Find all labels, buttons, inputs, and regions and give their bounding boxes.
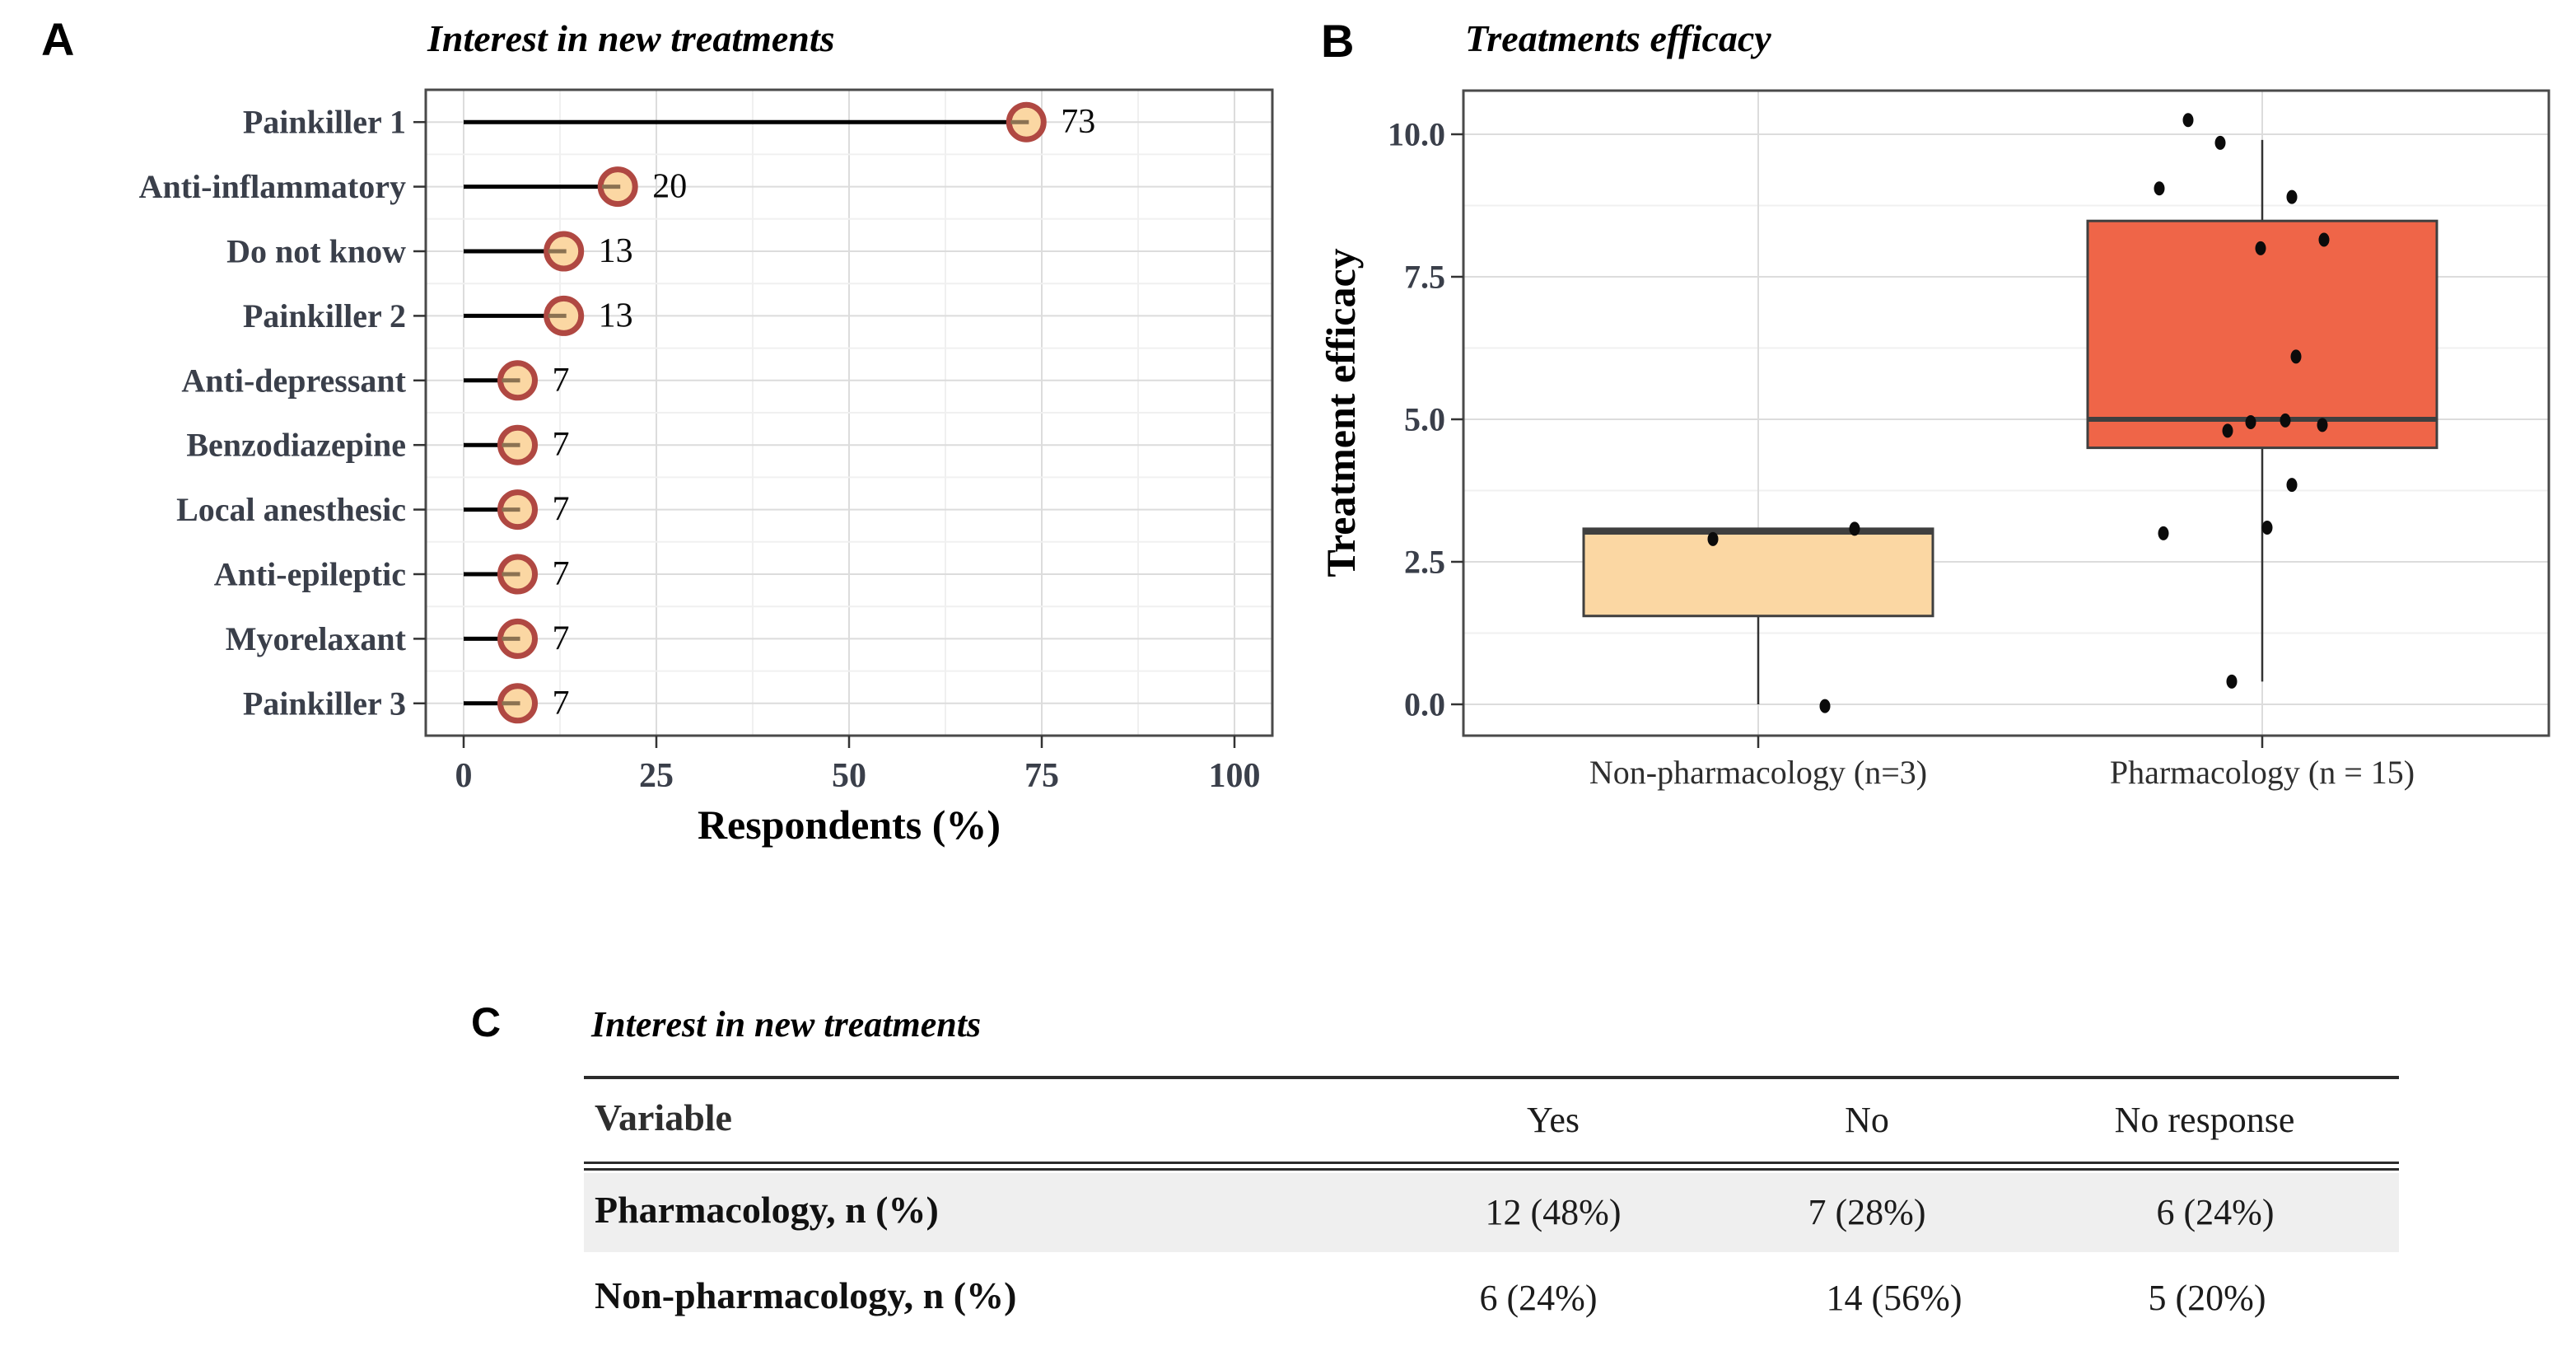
x-tick-label: 100 — [1209, 757, 1261, 795]
table-cell: 7 (28%) — [1808, 1192, 1926, 1232]
lollipop-value-label: 7 — [553, 685, 570, 722]
panel-c-title: Interest in new treatments — [591, 1004, 982, 1045]
x-category-label: Non-pharmacology (n=3) — [1589, 754, 1927, 791]
x-tick-label: 0 — [455, 757, 473, 795]
table-header-variable: Variable — [595, 1096, 732, 1138]
y-tick-label: Painkiller 3 — [243, 685, 406, 722]
table-header-rule-lower — [584, 1168, 2399, 1171]
table-cell: 14 (56%) — [1826, 1278, 1962, 1318]
jitter-point — [2245, 414, 2256, 429]
box-pharmacology — [2086, 219, 2438, 450]
jitter-point — [2280, 413, 2291, 428]
y-tick-label: Myorelaxant — [226, 620, 407, 657]
lollipop-value-label: 13 — [599, 297, 633, 334]
table-header-no: No — [1845, 1100, 1889, 1140]
table-row-label: Non-pharmacology, n (%) — [595, 1274, 1017, 1316]
y-tick-label: 7.5 — [1404, 259, 1445, 296]
y-tick-label: Anti-depressant — [181, 362, 406, 399]
panel-b-border — [1462, 89, 2550, 737]
table-top-rule — [584, 1076, 2399, 1079]
jitter-point — [2318, 232, 2330, 247]
jitter-point — [2255, 241, 2266, 255]
panel-b-title: Treatments efficacy — [1465, 17, 1771, 59]
table-cell: 5 (20%) — [2148, 1278, 2266, 1318]
box-non-pharmacology — [1582, 527, 1934, 618]
y-tick-label: 2.5 — [1404, 544, 1445, 581]
table-header-yes: Yes — [1526, 1100, 1580, 1140]
y-tick-label: Benzodiazepine — [186, 427, 406, 464]
panel-a-letter: A — [41, 13, 75, 65]
lollipop-value-label: 7 — [553, 619, 570, 657]
y-tick-label: Anti-epileptic — [214, 556, 406, 593]
table-cell: 12 (48%) — [1485, 1192, 1622, 1232]
jitter-point — [2182, 113, 2194, 128]
lollipop-value-label: 7 — [553, 555, 570, 593]
table-header-no-response: No response — [2114, 1100, 2295, 1140]
jitter-point — [1707, 531, 1719, 546]
lollipop-value-label: 7 — [553, 491, 570, 529]
jitter-point — [2154, 181, 2165, 196]
table-row-shade — [584, 1173, 2399, 1252]
y-tick-label: Painkiller 2 — [243, 297, 406, 334]
lollipop-value-label: 73 — [1061, 103, 1095, 141]
jitter-point — [2317, 418, 2328, 432]
jitter-point — [2286, 189, 2298, 204]
panel-b-letter: B — [1321, 15, 1355, 67]
x-tick-label: 75 — [1024, 757, 1059, 795]
table-cell: 6 (24%) — [2156, 1192, 2275, 1232]
panel-b-y-axis-title: Treatment efficacy — [1318, 248, 1364, 577]
panel-c-letter: C — [471, 999, 502, 1045]
jitter-point — [2290, 349, 2302, 364]
table-row-label: Pharmacology, n (%) — [595, 1189, 939, 1231]
lollipop-value-label: 7 — [553, 362, 570, 400]
jitter-point — [2261, 520, 2273, 535]
panel-a-x-axis-title: Respondents (%) — [697, 802, 1001, 848]
lollipop-value-label: 20 — [652, 168, 687, 206]
y-tick-label: Do not know — [226, 233, 406, 270]
jitter-point — [2214, 135, 2226, 150]
y-tick-label: Anti-inflammatory — [139, 168, 406, 205]
panel-a-title: Interest in new treatments — [427, 17, 835, 59]
y-tick-label: Local anesthesic — [176, 491, 406, 528]
jitter-point — [2222, 423, 2233, 438]
table-header-rule-upper — [584, 1162, 2399, 1164]
jitter-point — [1849, 521, 1860, 536]
jitter-point — [1819, 699, 1831, 713]
y-tick-label: Painkiller 1 — [243, 104, 406, 141]
x-tick-label: 50 — [832, 757, 866, 795]
lollipop-value-label: 7 — [553, 426, 570, 464]
y-tick-label: 10.0 — [1388, 116, 1445, 153]
y-tick-label: 5.0 — [1404, 401, 1445, 438]
x-tick-label: 25 — [639, 757, 674, 795]
x-category-label: Pharmacology (n = 15) — [2110, 754, 2415, 791]
lollipop-value-label: 13 — [599, 232, 633, 270]
table-cell: 6 (24%) — [1479, 1278, 1598, 1318]
jitter-point — [2286, 478, 2298, 493]
jitter-point — [2226, 674, 2238, 689]
jitter-point — [2158, 526, 2169, 540]
y-tick-label: 0.0 — [1404, 686, 1445, 723]
